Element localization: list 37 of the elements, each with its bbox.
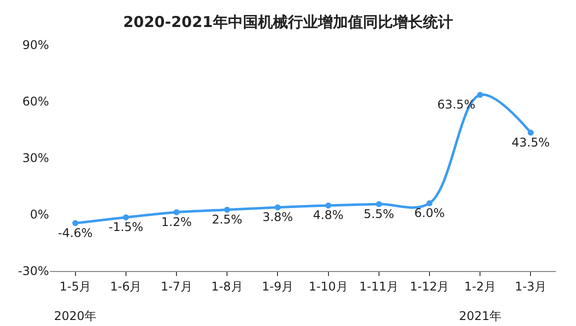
data-label: 6.0% [414, 206, 445, 220]
y-tick-label: -30% [18, 264, 49, 278]
x-tick-label: 1-12月 [410, 279, 450, 294]
x-tick-label: 1-6月 [110, 279, 142, 294]
data-label: -1.5% [108, 220, 144, 234]
y-tick-label: 0% [30, 208, 49, 222]
y-tick-label: 30% [22, 151, 49, 166]
point [274, 204, 281, 210]
point [376, 201, 382, 208]
x-tick-label: 1-3月 [514, 279, 547, 294]
data-label: -4.6% [58, 226, 93, 240]
point [174, 209, 180, 216]
x-tick-label: 1-7月 [160, 279, 192, 294]
chart-title: 2020-2021年中国机械行业增加值同比增长统计 [123, 12, 453, 31]
x-tick-label: 1-11月 [359, 279, 399, 294]
point [528, 130, 534, 136]
point [122, 214, 129, 220]
text: 2021年 [459, 309, 502, 323]
x-tick-label: 1-5月 [59, 279, 92, 294]
point [426, 200, 432, 206]
data-label: 3.8% [262, 210, 293, 224]
point [325, 202, 332, 208]
x-tick-label: 1-10月 [308, 279, 348, 294]
x-tick-label: 1-8月 [211, 279, 243, 294]
data-label: 4.8% [313, 208, 344, 222]
point [72, 220, 78, 226]
data-label: 5.5% [364, 206, 394, 221]
y-tick-label: 60% [22, 94, 49, 109]
x-tick-label: 1-2月 [464, 279, 496, 294]
point [224, 206, 230, 213]
y-tick-label: 90% [22, 38, 49, 52]
data-label: 43.5% [512, 135, 550, 150]
data-label: 2.5% [212, 212, 242, 227]
point [477, 92, 484, 98]
data-label: 1.2% [161, 214, 192, 229]
text: 2020年 [54, 309, 97, 323]
x-tick-label: 1-9月 [262, 279, 294, 294]
